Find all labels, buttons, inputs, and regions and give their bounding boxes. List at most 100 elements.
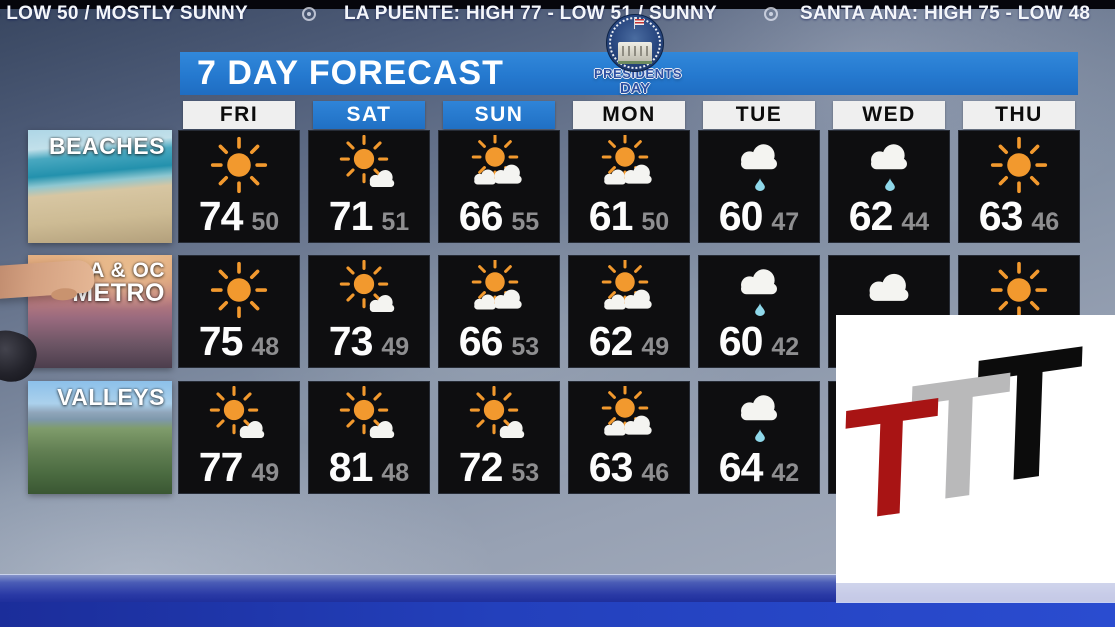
cbs-eye-icon (764, 7, 778, 21)
high-temp: 61 (588, 193, 634, 239)
day-header-thu: THU (963, 101, 1075, 129)
top-letterbox-bar (0, 0, 1115, 9)
ticker-segment: - LOW 50 / MOSTLY SUNNY (0, 3, 248, 24)
sunny-icon (210, 261, 268, 319)
low-temp: 47 (771, 208, 800, 236)
partly-cloudy-icon (471, 260, 522, 310)
presidents-day-badge: PRESIDENTS DAY (594, 14, 683, 97)
forecast-cell: 81 48 (308, 381, 430, 494)
day-header-wed: WED (833, 101, 945, 129)
high-temp: 66 (458, 318, 504, 364)
lower-blue-strip (0, 602, 1115, 627)
ticker-segment: SANTA ANA: HIGH 75 - LOW 48 (800, 3, 1091, 24)
forecast-banner: 7 DAY FORECAST (180, 52, 1078, 95)
forecast-cell: 77 49 (178, 381, 300, 494)
page-title: 7 DAY FORECAST (197, 54, 504, 92)
forecast-cell: 66 55 (438, 130, 560, 243)
forecast-cell: 71 51 (308, 130, 430, 243)
region-label-metro-line1: LA & OC (75, 259, 165, 282)
high-temp: 75 (198, 318, 244, 364)
region-photo-valleys: VALLEYS (28, 381, 172, 494)
day-header-fri: FRI (183, 101, 295, 129)
forecast-cell: 60 42 (698, 255, 820, 368)
region-photo-metro: LA & OC METRO (28, 255, 172, 368)
mostly-sunny-icon (339, 386, 395, 439)
forecast-cell: 62 44 (828, 130, 950, 243)
forecast-cell: 61 50 (568, 130, 690, 243)
day-header-sun: SUN (443, 101, 555, 129)
day-header-mon: MON (573, 101, 685, 129)
sunny-icon (990, 136, 1048, 194)
day-header-sat: SAT (313, 101, 425, 129)
low-temp: 44 (901, 208, 930, 236)
high-temp: 64 (718, 444, 764, 490)
light-rain-icon (741, 269, 777, 316)
light-rain-icon (741, 144, 777, 191)
mostly-sunny-icon (339, 135, 395, 188)
forecast-cell: 73 49 (308, 255, 430, 368)
low-temp: 42 (771, 333, 800, 361)
watermark-logo: T T T (836, 307, 1115, 583)
forecast-cell: 63 46 (568, 381, 690, 494)
high-temp: 62 (848, 193, 894, 239)
flag-icon (634, 19, 644, 29)
badge-label-line2: DAY (619, 80, 651, 97)
partly-cloudy-icon (471, 135, 522, 185)
low-temp: 49 (381, 333, 410, 361)
low-temp: 50 (251, 208, 280, 236)
high-temp: 74 (198, 193, 244, 239)
high-temp: 81 (328, 444, 374, 490)
forecast-cell: 72 53 (438, 381, 560, 494)
low-temp: 48 (251, 333, 280, 361)
stars-ring-icon (609, 17, 661, 69)
day-header-tue: TUE (703, 101, 815, 129)
forecast-cell: 66 53 (438, 255, 560, 368)
forecast-cell: 75 48 (178, 255, 300, 368)
high-temp: 60 (718, 318, 764, 364)
forecast-cell: 74 50 (178, 130, 300, 243)
mostly-sunny-icon (209, 386, 265, 439)
presidents-day-seal-icon (606, 14, 664, 72)
region-label-beaches: BEACHES (49, 133, 165, 159)
light-rain-icon (871, 144, 907, 191)
light-rain-icon (741, 395, 777, 442)
high-temp: 62 (588, 318, 634, 364)
mostly-sunny-icon (339, 260, 395, 313)
low-temp: 49 (251, 459, 280, 487)
mostly-sunny-icon (469, 386, 525, 439)
partly-cloudy-icon (601, 386, 652, 436)
low-temp: 46 (1031, 208, 1060, 236)
high-temp: 73 (328, 318, 374, 364)
low-temp: 51 (381, 208, 410, 236)
high-temp: 63 (978, 193, 1024, 239)
high-temp: 63 (588, 444, 634, 490)
region-photo-beaches: BEACHES (28, 130, 172, 243)
low-temp: 48 (381, 459, 410, 487)
high-temp: 72 (458, 444, 504, 490)
high-temp: 71 (328, 193, 374, 239)
cbs-eye-icon (302, 7, 316, 21)
high-temp: 66 (458, 193, 504, 239)
low-temp: 55 (511, 208, 540, 236)
low-temp: 53 (511, 459, 540, 487)
white-house-icon (618, 42, 652, 64)
low-temp: 50 (641, 208, 670, 236)
high-temp: 77 (198, 444, 244, 490)
forecast-cell: 62 49 (568, 255, 690, 368)
low-temp: 46 (641, 459, 670, 487)
partly-cloudy-icon (601, 260, 652, 310)
partly-cloudy-icon (601, 135, 652, 185)
watermark-letter-red: T (839, 363, 942, 557)
forecast-cell: 63 46 (958, 130, 1080, 243)
badge-label-line1: PRESIDENTS (594, 66, 683, 81)
forecast-cell: 60 47 (698, 130, 820, 243)
low-temp: 53 (511, 333, 540, 361)
low-temp: 42 (771, 459, 800, 487)
region-label-valleys: VALLEYS (57, 384, 165, 410)
sunny-icon (210, 136, 268, 194)
low-temp: 49 (641, 333, 670, 361)
forecast-cell: 64 42 (698, 381, 820, 494)
high-temp: 60 (718, 193, 764, 239)
watermark-fade-edge (836, 583, 1115, 603)
